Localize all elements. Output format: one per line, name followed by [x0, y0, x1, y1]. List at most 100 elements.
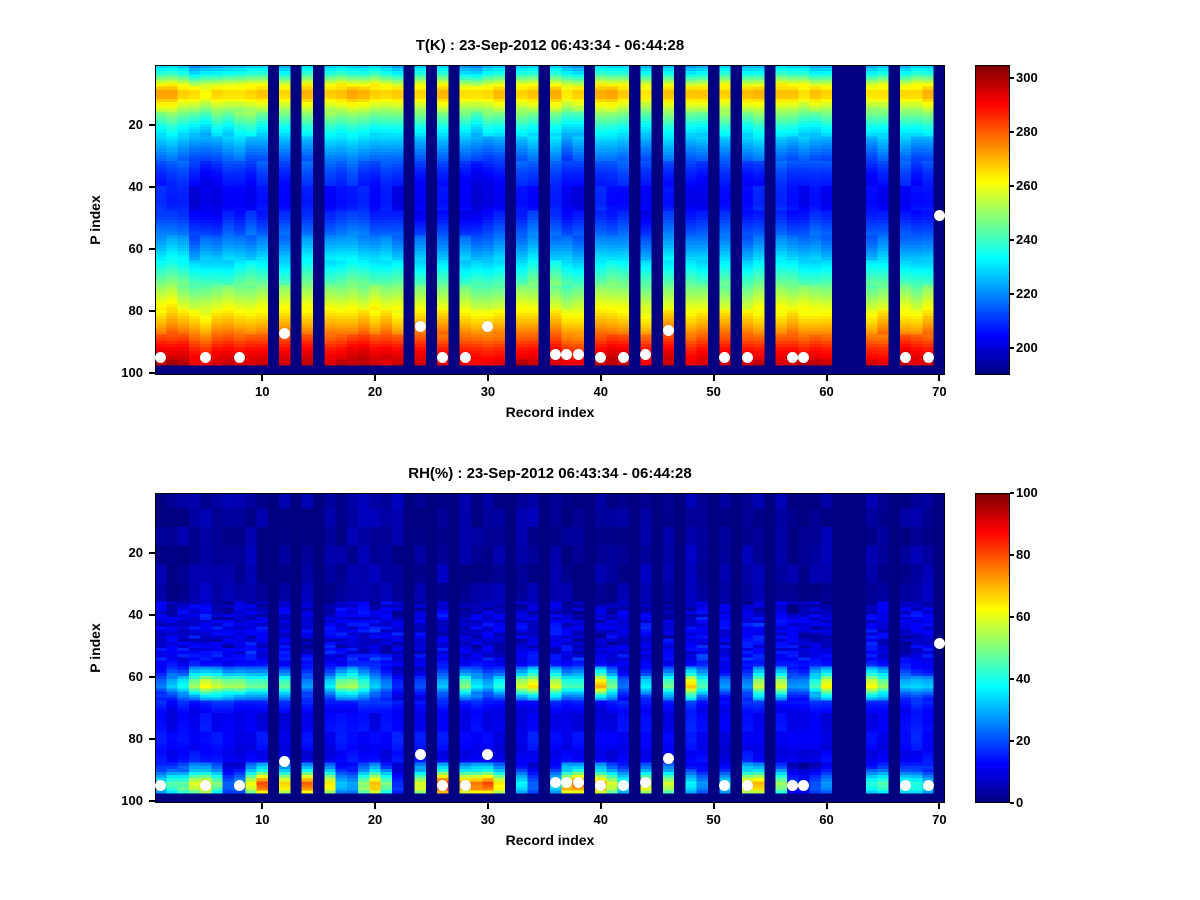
colorbar-tick-mark — [1010, 616, 1014, 618]
colorbar-tick-label: 240 — [1016, 232, 1038, 248]
data-marker — [617, 352, 629, 364]
data-marker — [640, 777, 652, 789]
x-tick-mark — [486, 803, 489, 809]
x-tick-label: 70 — [932, 812, 947, 827]
y-tick-label: 60 — [128, 669, 143, 685]
data-marker — [933, 209, 945, 221]
data-marker — [561, 349, 573, 361]
x-tick-mark — [486, 375, 489, 381]
x-tick-label: 20 — [367, 384, 383, 399]
data-marker — [787, 780, 799, 792]
x-tick-mark — [599, 803, 602, 809]
x-tick-mark — [261, 803, 264, 809]
data-marker — [742, 352, 753, 364]
colorbar-tick-label: 40 — [1016, 671, 1031, 686]
x-tick-mark — [825, 803, 828, 809]
colorbar-tick-label: 80 — [1016, 547, 1031, 562]
data-marker — [922, 780, 934, 792]
data-marker — [437, 780, 449, 792]
data-marker — [572, 349, 584, 361]
colorbar-tick-mark — [1010, 492, 1014, 494]
data-marker — [663, 752, 674, 764]
x-tick-label: 40 — [593, 812, 609, 827]
y-tick-label: 100 — [121, 365, 143, 381]
data-marker — [279, 327, 291, 339]
data-marker — [798, 352, 810, 364]
colorbar-tick-mark — [1010, 740, 1014, 742]
x-tick-mark — [938, 375, 941, 381]
data-marker — [234, 780, 246, 792]
humidity-x-axis-label: Record index — [505, 832, 595, 848]
colorbar-tick-label: 280 — [1016, 124, 1038, 140]
y-tick-mark — [149, 186, 155, 189]
colorbar-tick-mark — [1010, 347, 1014, 350]
x-tick-label: 50 — [706, 812, 721, 827]
x-tick-mark — [261, 375, 264, 381]
data-marker — [200, 352, 212, 364]
colorbar-tick-label: 300 — [1016, 70, 1038, 86]
y-tick-label: 60 — [128, 241, 143, 257]
x-tick-label: 30 — [480, 384, 496, 399]
temperature-y-axis-label: P index — [87, 195, 103, 245]
colorbar-tick-label: 200 — [1016, 340, 1038, 356]
data-marker — [155, 352, 167, 364]
x-tick-mark — [712, 803, 715, 809]
x-tick-label: 30 — [480, 812, 496, 827]
x-tick-mark — [825, 375, 828, 381]
data-marker — [482, 321, 494, 333]
y-tick-label: 20 — [128, 545, 143, 561]
colorbar-tick-label: 20 — [1016, 733, 1031, 748]
x-tick-label: 50 — [706, 384, 721, 399]
y-tick-mark — [149, 124, 155, 127]
colorbar-tick-label: 60 — [1016, 609, 1031, 624]
data-marker — [663, 324, 674, 336]
x-tick-label: 20 — [367, 812, 383, 827]
data-marker — [787, 352, 799, 364]
data-marker — [900, 352, 911, 364]
data-marker — [200, 780, 212, 792]
colorbar-tick-mark — [1010, 185, 1014, 188]
y-tick-label: 40 — [128, 607, 143, 623]
temperature-x-axis-label: Record index — [505, 404, 595, 420]
x-tick-mark — [374, 803, 377, 809]
colorbar-tick-label: 100 — [1016, 485, 1038, 500]
data-marker — [617, 780, 629, 792]
data-marker — [279, 755, 291, 767]
data-marker — [572, 777, 584, 789]
y-tick-label: 80 — [128, 731, 143, 747]
data-marker — [798, 780, 810, 792]
humidity-y-axis-label: P index — [87, 623, 103, 673]
x-tick-label: 60 — [819, 384, 834, 399]
data-marker — [414, 321, 426, 333]
colorbar-tick-mark — [1010, 77, 1014, 80]
x-tick-mark — [938, 803, 941, 809]
x-tick-label: 60 — [819, 812, 834, 827]
colorbar-tick-mark — [1010, 554, 1014, 556]
humidity-heatmap-canvas — [155, 493, 945, 803]
data-marker — [900, 780, 911, 792]
y-tick-mark — [149, 676, 155, 679]
y-tick-mark — [149, 552, 155, 555]
x-tick-mark — [374, 375, 377, 381]
data-marker — [550, 349, 562, 361]
temperature-chart-title: T(K) : 23-Sep-2012 06:43:34 - 06:44:28 — [415, 37, 685, 54]
data-marker — [933, 637, 945, 649]
y-tick-mark — [149, 800, 155, 803]
data-marker — [742, 780, 753, 792]
temperature-heatmap-canvas — [155, 65, 945, 375]
colorbar-tick-mark — [1010, 678, 1014, 680]
y-tick-label: 40 — [128, 179, 143, 195]
y-tick-mark — [149, 310, 155, 313]
x-tick-label: 10 — [254, 384, 270, 399]
temperature-colorbar-canvas — [975, 65, 1010, 375]
data-marker — [234, 352, 246, 364]
y-tick-label: 80 — [128, 303, 143, 319]
colorbar-tick-mark — [1010, 239, 1014, 242]
humidity-chart-title: RH(%) : 23-Sep-2012 06:43:34 - 06:44:28 — [408, 465, 692, 482]
data-marker — [719, 780, 731, 792]
data-marker — [595, 352, 607, 364]
data-marker — [459, 780, 471, 792]
colorbar-tick-label: 0 — [1016, 795, 1024, 810]
y-tick-mark — [149, 372, 155, 375]
